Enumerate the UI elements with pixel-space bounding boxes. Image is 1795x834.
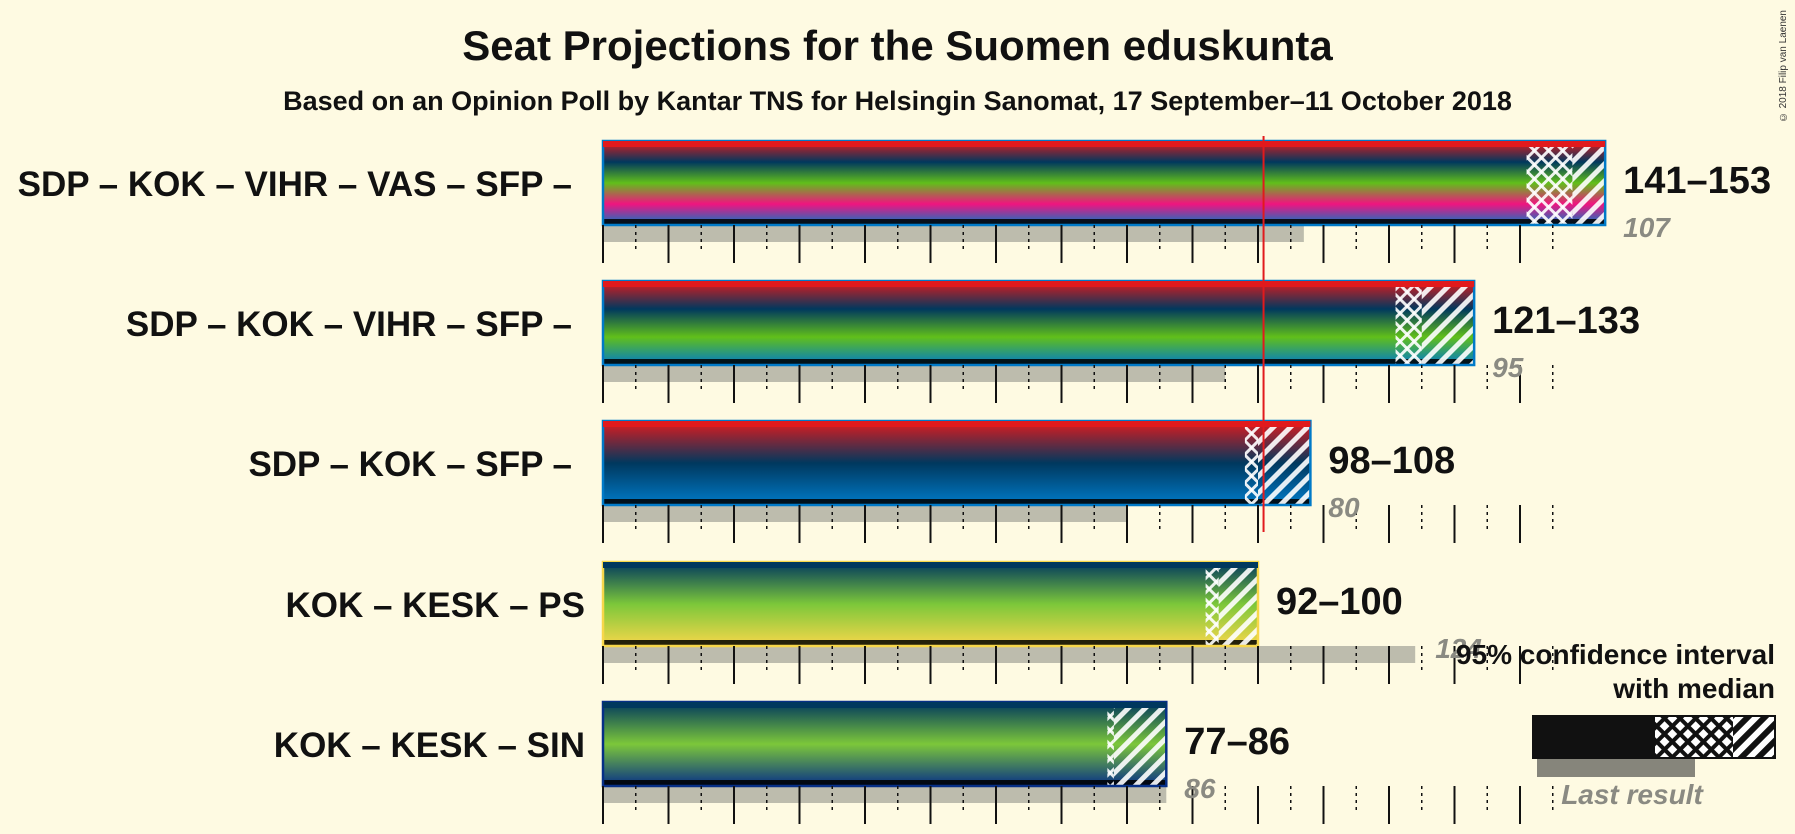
bar-top-edge	[603, 281, 1475, 287]
legend-line2: with median	[1612, 673, 1775, 704]
coalition-bar	[603, 281, 1475, 365]
last-result-bar	[603, 646, 1416, 663]
last-result-label: 95	[1492, 352, 1524, 383]
chart-subtitle: Based on an Opinion Poll by Kantar TNS f…	[283, 86, 1512, 116]
gridlines-layer	[602, 136, 1554, 824]
coalition-bar	[603, 562, 1258, 646]
legend-bar	[1533, 716, 1655, 758]
legend-cross-hatch	[1655, 716, 1733, 758]
last-result-label: 124	[1435, 633, 1482, 664]
coalition-bars-layer	[601, 139, 1607, 788]
bar-base-line	[603, 780, 1167, 786]
seat-range-label: 98–108	[1328, 440, 1455, 482]
bar-base-line	[603, 219, 1606, 225]
ci-inner-hatch	[1526, 141, 1573, 225]
seat-range-label: 92–100	[1276, 581, 1403, 623]
legend-last-label: Last result	[1561, 779, 1704, 810]
ci-outer-hatch	[1113, 702, 1167, 786]
bar-top-edge	[603, 562, 1258, 568]
coalition-label: KOK – KESK – SIN	[274, 726, 585, 765]
ci-inner-hatch	[1205, 562, 1219, 646]
coalition-bar	[603, 421, 1311, 505]
labels-layer: SDP – KOK – VIHR – VAS – SFP – 141–153 107…	[18, 160, 1771, 804]
last-result-bar	[603, 225, 1304, 242]
coalition-label: KOK – KESK – PS	[285, 586, 585, 625]
legend-diag-hatch	[1733, 716, 1775, 758]
ci-outer-hatch	[1421, 281, 1475, 365]
coalition-bar	[603, 141, 1606, 225]
bar-top-edge	[603, 421, 1311, 427]
legend-line1: 95% confidence interval	[1456, 639, 1775, 670]
ci-inner-hatch	[1395, 281, 1422, 365]
seat-range-label: 77–86	[1184, 721, 1290, 763]
last-result-label: 80	[1328, 492, 1360, 523]
legend-last-bar	[1537, 755, 1695, 777]
legend-outline	[1532, 715, 1776, 759]
ci-outer-hatch	[1258, 421, 1311, 505]
coalition-label: SDP – KOK – SFP –	[248, 445, 572, 484]
seat-range-label: 141–153	[1623, 160, 1771, 202]
bar-top-edge	[603, 702, 1167, 708]
chart-title: Seat Projections for the Suomen eduskunt…	[462, 22, 1333, 69]
ci-outer-hatch	[1572, 141, 1606, 225]
bar-base-line	[603, 359, 1475, 365]
last-result-label: 107	[1623, 212, 1671, 243]
bar-base-line	[603, 640, 1258, 646]
bar-base-line	[603, 499, 1311, 505]
ci-inner-hatch	[1244, 421, 1258, 505]
ci-outer-hatch	[1218, 562, 1258, 646]
coalition-bar	[603, 702, 1167, 786]
ci-inner-hatch	[1107, 702, 1114, 786]
coalition-label: SDP – KOK – VIHR – SFP –	[126, 305, 572, 344]
coalition-label: SDP – KOK – VIHR – VAS – SFP –	[18, 165, 572, 204]
last-result-bar	[603, 365, 1226, 382]
last-result-bar	[603, 786, 1167, 803]
seat-range-label: 121–133	[1492, 300, 1640, 342]
bar-top-edge	[603, 141, 1606, 147]
last-result-label: 86	[1184, 773, 1216, 804]
